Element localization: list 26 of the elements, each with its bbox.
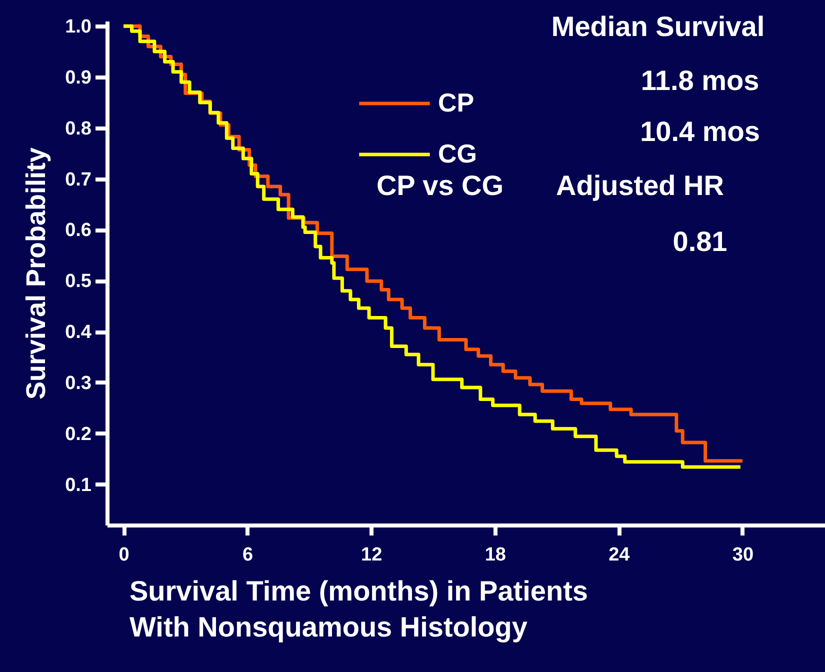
y-tick-label: 0.5	[65, 271, 92, 292]
x-tick-label: 12	[361, 544, 382, 566]
x-tick-label: 24	[608, 544, 630, 566]
y-tick-label: 0.8	[65, 118, 92, 140]
y-tick-label: 1.0	[65, 16, 92, 38]
x-tick-label: 0	[118, 544, 130, 566]
x-tick-label: 6	[242, 544, 254, 566]
annotation: 11.8 mos	[640, 65, 760, 96]
x-tick-label: 18	[484, 544, 506, 566]
legend-label: CG	[438, 138, 477, 168]
y-tick-label: 0.9	[65, 68, 92, 88]
annotation: Median Survival	[551, 11, 765, 42]
x-tick-label: 30	[732, 544, 754, 566]
x-axis-title: Survival Time (months) in Patients With Nonsquamous Histology	[130, 576, 588, 642]
legend-label: CP	[438, 88, 474, 118]
annotation: CP vs CG	[376, 170, 504, 201]
y-tick-label: 0.2	[65, 424, 92, 445]
y-tick-label: 0.3	[65, 372, 92, 394]
y-tick-label: 0.7	[65, 169, 92, 190]
annotation: Adjusted HR	[556, 170, 724, 201]
y-axis-title: Survival Probability	[21, 147, 52, 400]
annotation: 0.81	[672, 226, 728, 257]
y-tick-label: 0.6	[65, 220, 92, 242]
y-tick-label: 0.1	[65, 474, 92, 496]
y-tick-label: 0.4	[65, 322, 92, 344]
annotation: 10.4 mos	[640, 116, 760, 147]
